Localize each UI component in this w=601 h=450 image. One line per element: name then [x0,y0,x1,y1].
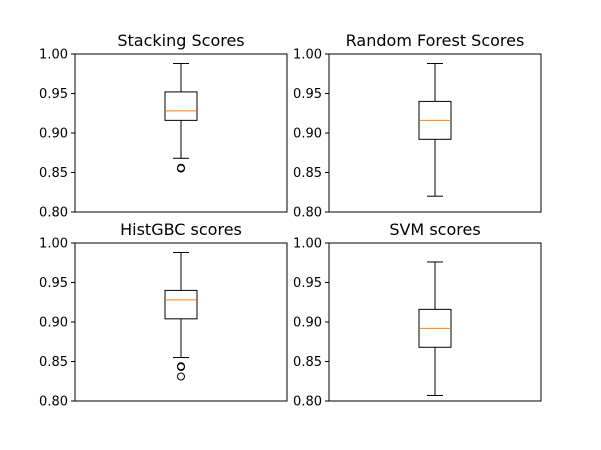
y-tick-label: 0.90 [293,127,322,142]
subplot-2: Random Forest Scores 0.80 0.85 0.90 0.95 1.00 [293,31,542,221]
y-tick-label: 1.00 [39,48,68,63]
y-tick-label: 0.80 [293,395,322,410]
outlier-point [177,163,185,172]
y-tick-label: 0.90 [293,316,322,331]
box-iqr [164,91,198,121]
y-tick-label: 0.90 [39,316,68,331]
outlier-point [177,363,185,372]
subplot-title: Stacking Scores [117,31,244,50]
y-tick-label: 0.95 [293,87,322,102]
y-tick-label: 0.80 [39,206,68,221]
subplot-title: Random Forest Scores [346,31,525,50]
outlier-point [177,372,185,381]
y-tick-label: 1.00 [293,237,322,252]
subplot-title: SVM scores [389,220,480,239]
subplot-3: HistGBC scores 0.80 0.85 0.90 0.95 1.00 [39,220,288,410]
box-iqr [164,289,198,320]
y-tick-label: 0.85 [39,355,68,370]
y-tick-label: 0.90 [39,127,68,142]
y-tick-label: 0.95 [39,87,68,102]
subplot-1: Stacking Scores 0.80 0.85 0.90 0.95 1.00 [39,31,288,221]
y-tick-label: 0.95 [39,276,68,291]
y-tick-label: 0.95 [293,276,322,291]
y-tick-label: 1.00 [39,237,68,252]
subplot-title: HistGBC scores [120,220,242,239]
y-tick-label: 0.85 [39,166,68,181]
y-tick-label: 0.85 [293,166,322,181]
subplot-4: SVM scores 0.80 0.85 0.90 0.95 1.00 [293,220,542,410]
y-tick-label: 0.85 [293,355,322,370]
y-tick-label: 0.80 [39,395,68,410]
y-tick-label: 1.00 [293,48,322,63]
y-tick-label: 0.80 [293,206,322,221]
